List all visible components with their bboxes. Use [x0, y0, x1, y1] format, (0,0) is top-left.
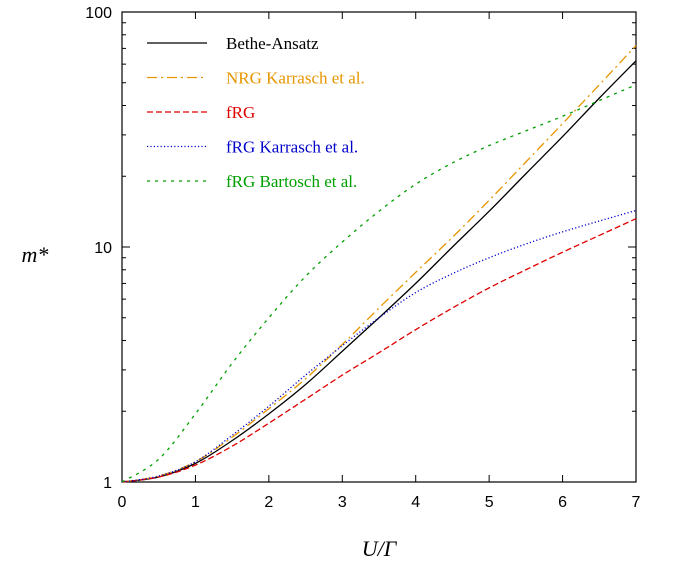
x-tick-label: 0 [118, 494, 127, 511]
y-axis-label: m* [22, 242, 49, 267]
x-tick-label: 4 [411, 494, 420, 511]
x-tick-label: 5 [485, 494, 494, 511]
x-tick-label: 1 [191, 494, 200, 511]
y-tick-label: 100 [85, 5, 112, 22]
y-tick-label: 1 [103, 475, 112, 492]
y-tick-label: 10 [94, 240, 112, 257]
series-line-bethe-ansatz [121, 60, 637, 483]
legend: Bethe-Ansatz NRG Karrasch et al. fRG fRG Ka… [147, 34, 365, 191]
x-tick-label: 7 [632, 494, 641, 511]
plot-frame [121, 11, 637, 483]
series-line-frg-bartosch-et-al [121, 84, 637, 483]
x-tick-label: 2 [264, 494, 273, 511]
x-tick-label: 3 [338, 494, 347, 511]
series-line-frg-karrasch-et-al [121, 209, 637, 483]
series-line-frg [121, 218, 637, 483]
x-tick-label: 6 [558, 494, 567, 511]
legend-label-frg-karrasch-et-al: fRG Karrasch et al. [226, 138, 358, 157]
legend-label-bethe-ansatz: Bethe-Ansatz [226, 34, 319, 53]
legend-label-frg-bartosch-et-al: fRG Bartosch et al. [226, 172, 357, 191]
legend-label-frg: fRG [226, 103, 255, 122]
series-line-nrg-karrasch-et-al [121, 45, 637, 483]
data-series [121, 45, 637, 483]
legend-label-nrg-karrasch-et-al: NRG Karrasch et al. [226, 69, 365, 88]
x-axis-label: U/Γ [362, 536, 398, 561]
